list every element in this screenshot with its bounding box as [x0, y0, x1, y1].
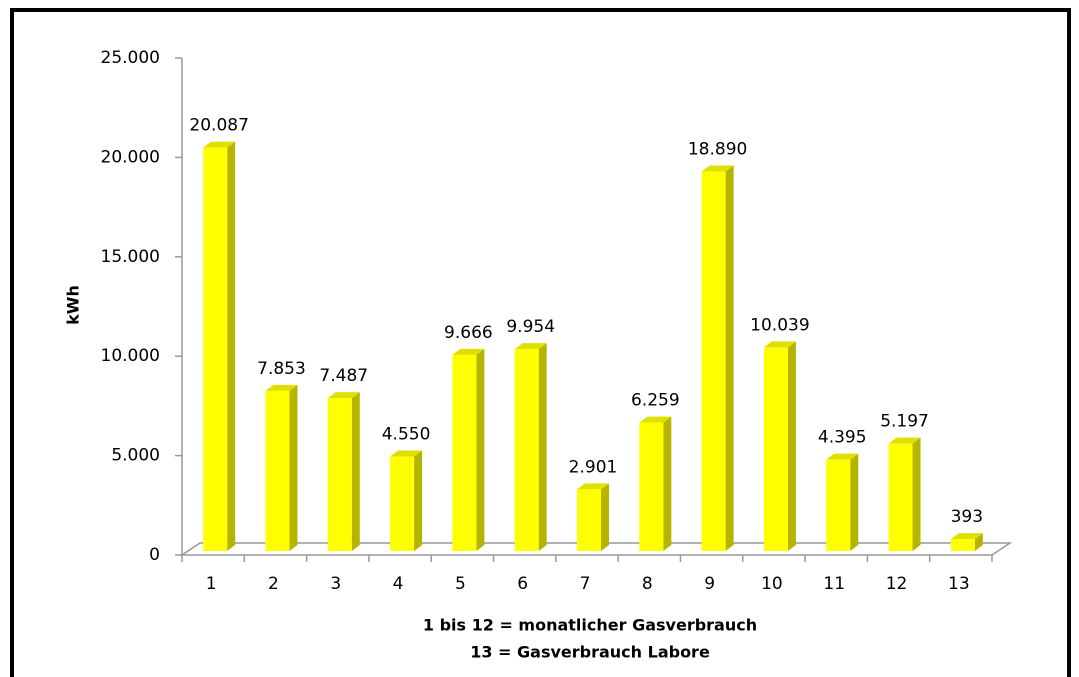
bar [327, 398, 352, 551]
data-label: 20.087 [189, 116, 248, 136]
bar-top [390, 450, 423, 457]
data-label: 4.550 [382, 425, 431, 445]
data-label: 5.197 [880, 412, 929, 432]
y-axis-label: kWh [64, 285, 83, 325]
bar-side [663, 416, 672, 551]
bar [888, 443, 913, 551]
bar-top [763, 341, 796, 348]
data-label: 7.487 [319, 366, 368, 386]
x-tick-label: 5 [455, 574, 466, 594]
bar [950, 539, 975, 551]
bar-top [265, 384, 298, 391]
bar-side [912, 437, 921, 551]
bar [390, 456, 415, 551]
bar-top [826, 453, 859, 460]
bar-top [888, 437, 921, 444]
bar-top [327, 392, 360, 399]
bar [826, 459, 851, 551]
data-label: 7.853 [257, 359, 306, 379]
bar-top [950, 533, 983, 540]
y-tick-label: 25.000 [101, 48, 160, 68]
bar-top [514, 343, 547, 350]
bar [265, 390, 290, 551]
x-tick-label: 12 [886, 574, 908, 594]
x-tick-label: 11 [823, 574, 845, 594]
data-label: 9.666 [444, 323, 493, 343]
data-label: 18.890 [688, 139, 747, 159]
x-tick-label: 10 [761, 574, 783, 594]
x-tick-label: 6 [517, 574, 528, 594]
bar-side [351, 392, 360, 551]
x-tick-label: 1 [206, 574, 217, 594]
bar-side [476, 348, 485, 551]
x-axis-label: 1 bis 12 = monatlicher Gasverbrauch [423, 616, 757, 635]
bar-side [414, 450, 423, 551]
bar [701, 171, 726, 551]
x-tick-label: 4 [393, 574, 404, 594]
data-label: 9.954 [506, 317, 555, 337]
bar [514, 349, 539, 551]
bar-side [289, 384, 298, 551]
y-tick-label: 20.000 [101, 147, 160, 167]
bar [763, 347, 788, 551]
bar-top [701, 165, 734, 172]
bar [639, 422, 664, 551]
y-tick-label: 5.000 [111, 446, 160, 466]
bar-side [725, 165, 734, 551]
bar-top [203, 141, 236, 148]
y-tick-label: 10.000 [101, 346, 160, 366]
bar-top [639, 416, 672, 423]
x-tick-label: 9 [704, 574, 715, 594]
frame [10, 8, 1071, 677]
bar-side [538, 343, 547, 551]
y-tick-label: 15.000 [101, 247, 160, 267]
data-label: 393 [951, 507, 983, 527]
data-label: 6.259 [631, 391, 680, 411]
bar-side [850, 453, 859, 551]
bar-side [787, 341, 796, 551]
bar-top [577, 483, 609, 490]
bar [577, 489, 601, 551]
data-label: 4.395 [818, 428, 867, 448]
x-axis-label: 13 = Gasverbrauch Labore [470, 643, 710, 662]
bar-top [452, 348, 485, 355]
x-tick-label: 8 [642, 574, 653, 594]
bar-side [227, 141, 236, 551]
bar-side [601, 483, 609, 551]
bar [452, 354, 477, 551]
x-tick-label: 7 [580, 574, 591, 594]
y-tick-label: 0 [149, 545, 160, 565]
bar [203, 147, 228, 551]
data-label: 2.901 [569, 457, 618, 477]
x-tick-label: 3 [330, 574, 341, 594]
x-tick-label: 13 [948, 574, 970, 594]
x-tick-label: 2 [268, 574, 279, 594]
data-label: 10.039 [750, 315, 809, 335]
bar-side [974, 533, 983, 551]
